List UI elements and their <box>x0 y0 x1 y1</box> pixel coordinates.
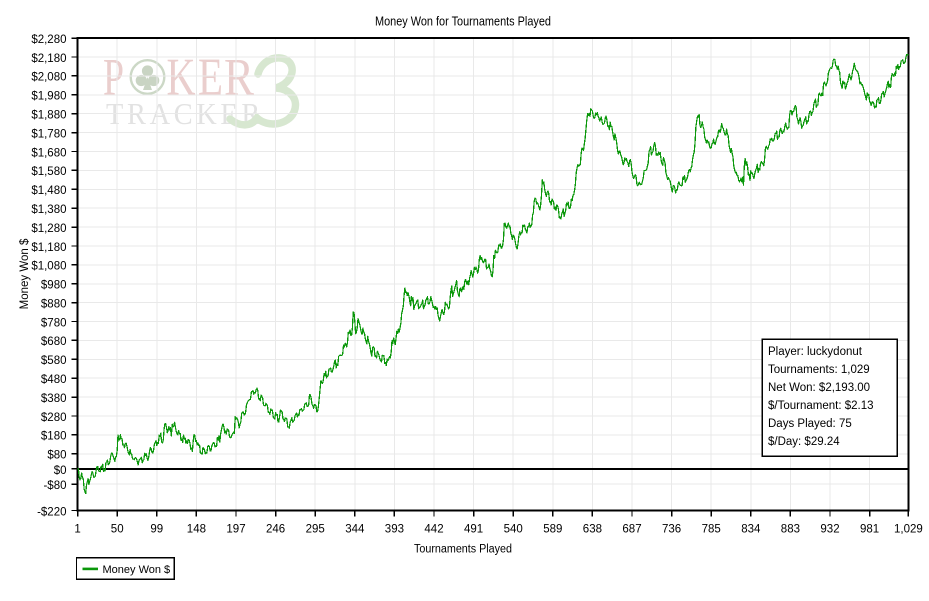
svg-text:Net Won: $2,193.00: Net Won: $2,193.00 <box>768 382 870 394</box>
svg-text:-$220: -$220 <box>37 506 66 518</box>
svg-text:K: K <box>167 49 196 107</box>
svg-text:$1,980: $1,980 <box>31 91 66 103</box>
svg-text:1: 1 <box>74 524 80 536</box>
svg-text:$1,880: $1,880 <box>31 110 66 122</box>
svg-text:99: 99 <box>150 524 163 536</box>
svg-text:$2,180: $2,180 <box>31 53 66 65</box>
svg-text:148: 148 <box>187 524 206 536</box>
svg-text:$1,180: $1,180 <box>31 242 66 254</box>
svg-text:785: 785 <box>702 524 721 536</box>
svg-text:883: 883 <box>781 524 800 536</box>
svg-text:$1,480: $1,480 <box>31 185 66 197</box>
svg-text:1,029: 1,029 <box>894 524 923 536</box>
svg-text:$/Day: $29.24: $/Day: $29.24 <box>768 436 840 448</box>
svg-text:$480: $480 <box>41 374 67 386</box>
svg-text:$580: $580 <box>41 355 67 367</box>
svg-text:$780: $780 <box>41 317 67 329</box>
svg-text:687: 687 <box>622 524 641 536</box>
svg-text:$1,580: $1,580 <box>31 166 66 178</box>
svg-text:540: 540 <box>504 524 523 536</box>
svg-text:$1,780: $1,780 <box>31 128 66 140</box>
svg-text:$0: $0 <box>54 465 67 477</box>
svg-text:Player: luckydonut: Player: luckydonut <box>768 346 863 358</box>
svg-text:Money Won $: Money Won $ <box>19 238 31 309</box>
svg-text:$980: $980 <box>41 280 67 292</box>
svg-text:$280: $280 <box>41 412 67 424</box>
svg-text:-$80: -$80 <box>43 480 66 492</box>
svg-text:981: 981 <box>860 524 879 536</box>
svg-text:Money Won $: Money Won $ <box>103 564 171 576</box>
svg-text:Money Won for Tournaments Play: Money Won for Tournaments Played <box>375 15 551 29</box>
svg-text:344: 344 <box>345 524 365 536</box>
svg-text:$1,080: $1,080 <box>31 261 66 273</box>
svg-text:$80: $80 <box>47 450 66 462</box>
svg-text:246: 246 <box>266 524 285 536</box>
svg-text:$1,380: $1,380 <box>31 204 66 216</box>
svg-text:834: 834 <box>741 524 761 536</box>
svg-text:E: E <box>198 49 223 107</box>
svg-text:$1,680: $1,680 <box>31 147 66 159</box>
svg-text:$680: $680 <box>41 336 67 348</box>
svg-text:491: 491 <box>464 524 483 536</box>
svg-text:$380: $380 <box>41 393 67 405</box>
svg-text:932: 932 <box>820 524 839 536</box>
svg-text:393: 393 <box>385 524 404 536</box>
svg-text:$180: $180 <box>41 431 67 443</box>
svg-text:$2,280: $2,280 <box>31 34 66 46</box>
svg-text:Tournaments Played: Tournaments Played <box>414 544 512 556</box>
svg-text:295: 295 <box>306 524 325 536</box>
svg-text:638: 638 <box>583 524 602 536</box>
svg-text:$/Tournament: $2.13: $/Tournament: $2.13 <box>768 400 874 412</box>
svg-text:197: 197 <box>226 524 245 536</box>
svg-text:50: 50 <box>111 524 124 536</box>
svg-text:736: 736 <box>662 524 681 536</box>
svg-text:589: 589 <box>543 524 562 536</box>
svg-text:442: 442 <box>424 524 443 536</box>
svg-text:Days Played: 75: Days Played: 75 <box>768 418 852 430</box>
svg-text:R: R <box>224 49 255 107</box>
svg-text:P: P <box>103 49 124 107</box>
svg-text:$2,080: $2,080 <box>31 72 66 84</box>
svg-text:Tournaments: 1,029: Tournaments: 1,029 <box>768 364 870 376</box>
svg-text:$1,280: $1,280 <box>31 223 66 235</box>
svg-text:$880: $880 <box>41 298 67 310</box>
